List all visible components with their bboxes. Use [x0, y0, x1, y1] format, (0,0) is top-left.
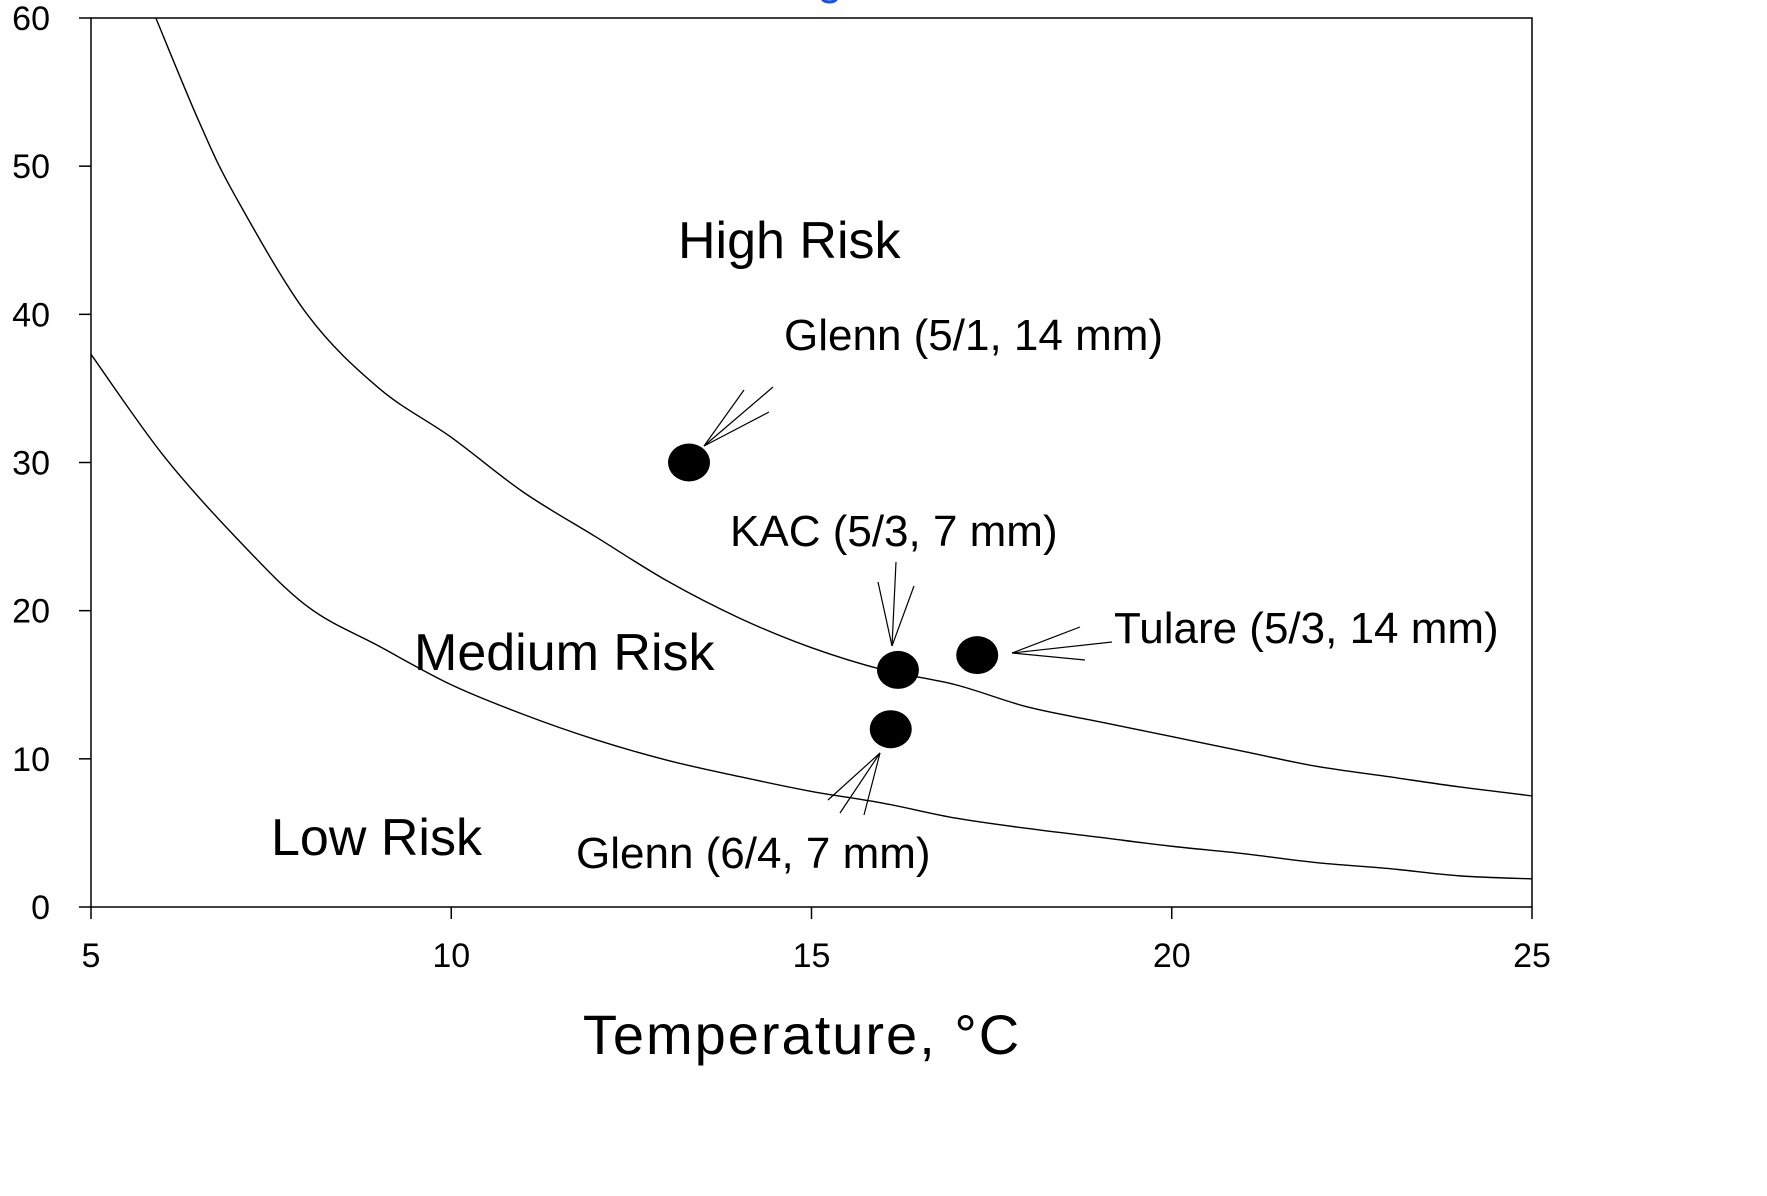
region-label-low: Low Risk [271, 809, 483, 867]
data-point-marker [668, 443, 711, 482]
y-tick-label: 50 [12, 148, 50, 186]
y-tick-label: 40 [12, 296, 50, 334]
y-tick-label: 60 [12, 0, 50, 38]
risk-curves [90, 17, 1533, 880]
x-tick-label: 10 [432, 937, 470, 975]
y-tick-label: 10 [12, 741, 50, 779]
data-points [668, 443, 999, 749]
region-label-medium: Medium Risk [414, 624, 715, 682]
x-tick-label: 25 [1513, 937, 1551, 975]
x-tick-label: 20 [1153, 937, 1191, 975]
leader-line [863, 752, 881, 816]
leader-line [891, 585, 915, 647]
leader-line [839, 752, 881, 814]
leader-line [703, 389, 745, 447]
risk-boundary-curve-2 [90, 353, 1533, 880]
leader-line [1011, 626, 1081, 654]
leader-line [1011, 652, 1086, 661]
leader-line [877, 581, 893, 647]
data-point-marker [869, 710, 912, 749]
leader-line [891, 561, 897, 647]
point-label-kac-5-3: KAC (5/3, 7 mm) [730, 507, 1058, 556]
region-label-high: High Risk [678, 212, 901, 270]
leader-lines [703, 386, 1113, 816]
data-point-marker [956, 636, 999, 675]
data-point-marker [876, 650, 919, 689]
point-label-tulare-5-3: Tulare (5/3, 14 mm) [1114, 604, 1499, 653]
chart-title: g [817, 0, 843, 4]
leader-line [827, 752, 881, 801]
x-tick-label: 5 [82, 937, 101, 975]
y-tick-label: 30 [12, 445, 50, 483]
y-tick-label: 20 [12, 593, 50, 631]
risk-boundary-curve-1 [155, 17, 1533, 797]
x-tick-label: 15 [793, 937, 831, 975]
leader-line [703, 411, 770, 447]
leader-line [703, 386, 774, 447]
leader-line [1011, 641, 1113, 654]
point-label-glenn-6-4: Glenn (6/4, 7 mm) [576, 829, 931, 878]
axis-ticks: 5 10 15 20 25 0 10 20 30 40 50 60 [12, 0, 1551, 975]
point-label-glenn-5-1: Glenn (5/1, 14 mm) [784, 311, 1163, 360]
x-axis-title: Temperature, °C [583, 1003, 1021, 1066]
y-tick-label: 0 [31, 889, 50, 927]
